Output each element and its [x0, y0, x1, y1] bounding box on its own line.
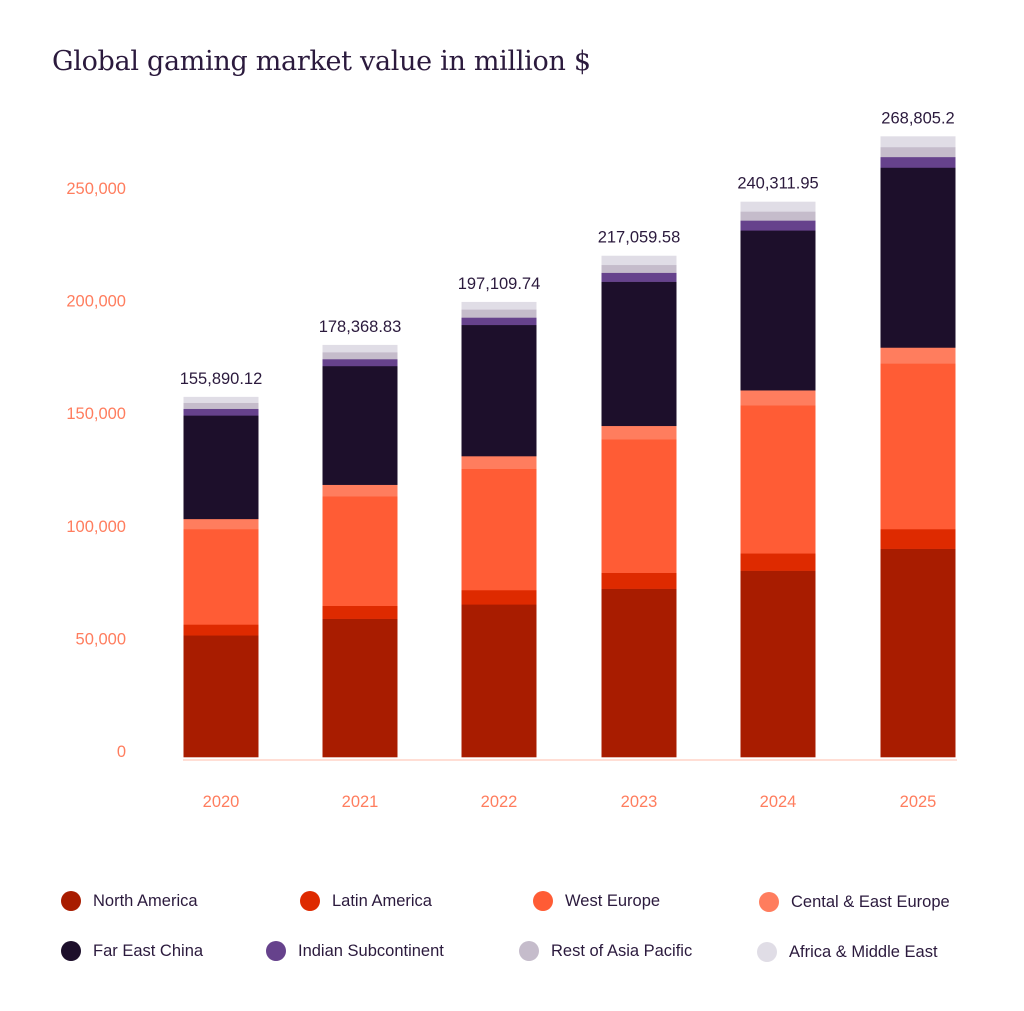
bar-segment-africa-middle-east-2025	[880, 136, 956, 148]
bar-segment-cental-east-europe-2024	[740, 390, 816, 406]
bar-segment-far-east-china-2023	[601, 281, 677, 427]
y-tick-label: 250,000	[66, 180, 126, 198]
y-tick-label: 50,000	[76, 630, 126, 648]
legend-item: Cental & East Europe	[759, 892, 950, 912]
chart-title: Global gaming market value in million $	[52, 46, 591, 77]
legend-label: Cental & East Europe	[791, 892, 950, 911]
bar-segment-africa-middle-east-2020	[183, 396, 259, 403]
bar-segment-north-america-2022	[461, 604, 537, 758]
bar-segment-rest-of-asia-pacific-2021	[322, 352, 398, 360]
bar-segment-west-europe-2023	[601, 439, 677, 573]
legend-label: North America	[93, 891, 198, 910]
bar-segment-west-europe-2024	[740, 405, 816, 554]
bar-segment-indian-subcontinent-2025	[880, 156, 956, 168]
bar-segment-latin-america-2025	[880, 529, 956, 549]
bar-segment-north-america-2020	[183, 635, 259, 758]
bar-segment-cental-east-europe-2021	[322, 484, 398, 497]
bar-segment-indian-subcontinent-2023	[601, 272, 677, 282]
bar-segment-far-east-china-2021	[322, 365, 398, 485]
legend-item: North America	[61, 891, 198, 911]
bar-segment-north-america-2021	[322, 618, 398, 758]
legend-marker-icon	[533, 891, 553, 911]
bar-segment-cental-east-europe-2022	[461, 456, 537, 470]
bar-segment-cental-east-europe-2020	[183, 518, 259, 530]
bar-segment-indian-subcontinent-2020	[183, 408, 259, 416]
bar-segment-west-europe-2022	[461, 468, 537, 591]
y-tick-label: 150,000	[66, 405, 126, 423]
legend-marker-icon	[759, 892, 779, 912]
bar-segment-indian-subcontinent-2022	[461, 317, 537, 326]
bar-segment-latin-america-2020	[183, 624, 259, 636]
bar-segment-latin-america-2021	[322, 605, 398, 619]
bar-segment-far-east-china-2022	[461, 324, 537, 457]
legend-marker-icon	[300, 891, 320, 911]
legend-marker-icon	[61, 891, 81, 911]
bar-segment-indian-subcontinent-2024	[740, 220, 816, 231]
bar-segment-cental-east-europe-2023	[601, 425, 677, 440]
legend-label: Latin America	[332, 891, 432, 910]
x-tick-label: 2024	[760, 793, 797, 811]
bar-segment-africa-middle-east-2023	[601, 255, 677, 266]
legend-label: Far East China	[93, 941, 204, 960]
bar-segment-cental-east-europe-2025	[880, 347, 956, 364]
bar-segment-west-europe-2021	[322, 496, 398, 606]
legend-marker-icon	[61, 941, 81, 961]
bar-segment-latin-america-2022	[461, 589, 537, 605]
bar-segment-north-america-2024	[740, 570, 816, 758]
y-tick-label: 200,000	[66, 293, 126, 311]
legend-marker-icon	[266, 941, 286, 961]
bar-segment-far-east-china-2025	[880, 167, 956, 348]
legend-item: Far East China	[61, 941, 203, 961]
total-label: 197,109.74	[458, 275, 541, 293]
bar-segment-rest-of-asia-pacific-2024	[740, 211, 816, 221]
legend-item: Rest of Asia Pacific	[519, 941, 692, 961]
legend-marker-icon	[519, 941, 539, 961]
bar-segment-indian-subcontinent-2021	[322, 358, 398, 367]
legend-item: West Europe	[533, 891, 660, 911]
x-tick-label: 2023	[621, 793, 658, 811]
legend-label: Africa & Middle East	[789, 942, 938, 961]
bar-segment-north-america-2025	[880, 548, 956, 758]
bar-segment-north-america-2023	[601, 588, 677, 758]
bar-segment-rest-of-asia-pacific-2020	[183, 402, 259, 409]
bar-segment-africa-middle-east-2021	[322, 344, 398, 353]
bar-segment-rest-of-asia-pacific-2025	[880, 146, 956, 158]
x-tick-label: 2020	[203, 793, 240, 811]
y-tick-label: 0	[117, 743, 126, 761]
legend-item: Indian Subcontinent	[266, 941, 444, 961]
legend-label: Rest of Asia Pacific	[551, 941, 693, 960]
bar-segment-latin-america-2024	[740, 553, 816, 571]
legend-marker-icon	[757, 942, 777, 962]
bar-segment-far-east-china-2024	[740, 230, 816, 391]
x-tick-label: 2025	[900, 793, 937, 811]
total-label: 178,368.83	[319, 318, 402, 336]
total-label: 268,805.2	[881, 109, 954, 127]
total-label: 217,059.58	[598, 229, 681, 247]
bar-segment-rest-of-asia-pacific-2023	[601, 264, 677, 273]
x-tick-label: 2021	[342, 793, 379, 811]
bar-segment-west-europe-2025	[880, 363, 956, 530]
bar-segment-rest-of-asia-pacific-2022	[461, 309, 537, 318]
legend-label: West Europe	[565, 891, 661, 910]
bar-segment-latin-america-2023	[601, 572, 677, 589]
bar-segment-africa-middle-east-2024	[740, 201, 816, 212]
bar-segment-west-europe-2020	[183, 529, 259, 625]
bar-segment-africa-middle-east-2022	[461, 301, 537, 310]
x-tick-label: 2022	[481, 793, 518, 811]
total-label: 155,890.12	[180, 370, 263, 388]
legend-item: Latin America	[300, 891, 432, 911]
bar-segment-far-east-china-2020	[183, 415, 259, 520]
legend-item: Africa & Middle East	[757, 942, 938, 962]
legend-label: Indian Subcontinent	[298, 941, 444, 960]
y-tick-label: 100,000	[66, 518, 126, 536]
total-label: 240,311.95	[737, 175, 818, 193]
